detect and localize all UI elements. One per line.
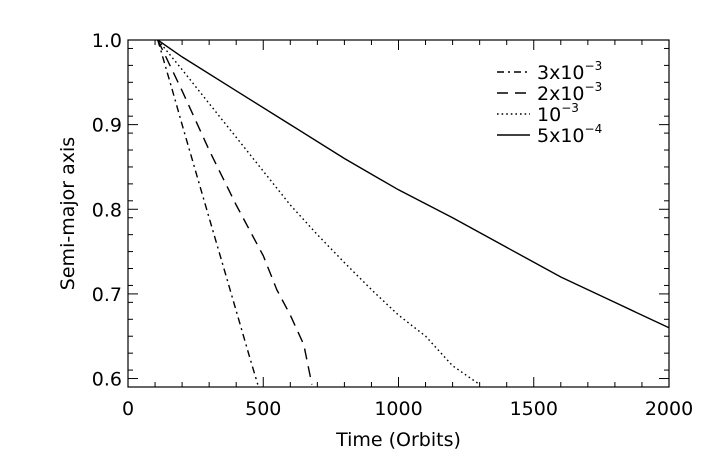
legend-label-exponent: −3: [585, 59, 603, 73]
y-tick-label: 0.7: [92, 284, 122, 306]
axes: 0 500 1000 1500 2000 0.6 0.7 0.8 0.9 1.0: [92, 30, 693, 420]
series-group: [157, 40, 669, 386]
x-tick-label: 0: [122, 398, 134, 420]
y-tick-label: 1.0: [92, 30, 122, 52]
series-line-dashdot: [157, 40, 259, 385]
series-line-solid: [157, 40, 669, 329]
legend-label-exponent: −3: [585, 80, 603, 94]
legend-label: 5x10−4: [537, 122, 602, 147]
x-tick-label: 1000: [374, 398, 422, 420]
series-line-dotted: [157, 40, 481, 386]
y-tick-label: 0.9: [92, 115, 122, 137]
y-axis-title: Semi-major axis: [57, 137, 79, 290]
series-line-dashed: [157, 40, 313, 385]
x-tick-label: 500: [245, 398, 281, 420]
legend-label: 2x10−3: [537, 80, 602, 105]
x-tick-label: 1500: [510, 398, 558, 420]
x-axis-title: Time (Orbits): [335, 429, 461, 451]
legend-label-base: 5x10: [537, 125, 585, 147]
legend-label-base: 2x10: [537, 83, 585, 105]
legend-label: 3x10−3: [537, 59, 602, 84]
legend-label-base: 3x10: [537, 62, 585, 84]
legend-label-exponent: −4: [585, 122, 603, 136]
legend-label: 10−3: [537, 101, 579, 126]
y-tick-label: 0.6: [92, 369, 122, 391]
legend-label-exponent: −3: [561, 101, 579, 115]
x-tick-label: 2000: [645, 398, 693, 420]
y-tick-label: 0.8: [92, 199, 122, 221]
legend-label-base: 10: [537, 104, 561, 126]
